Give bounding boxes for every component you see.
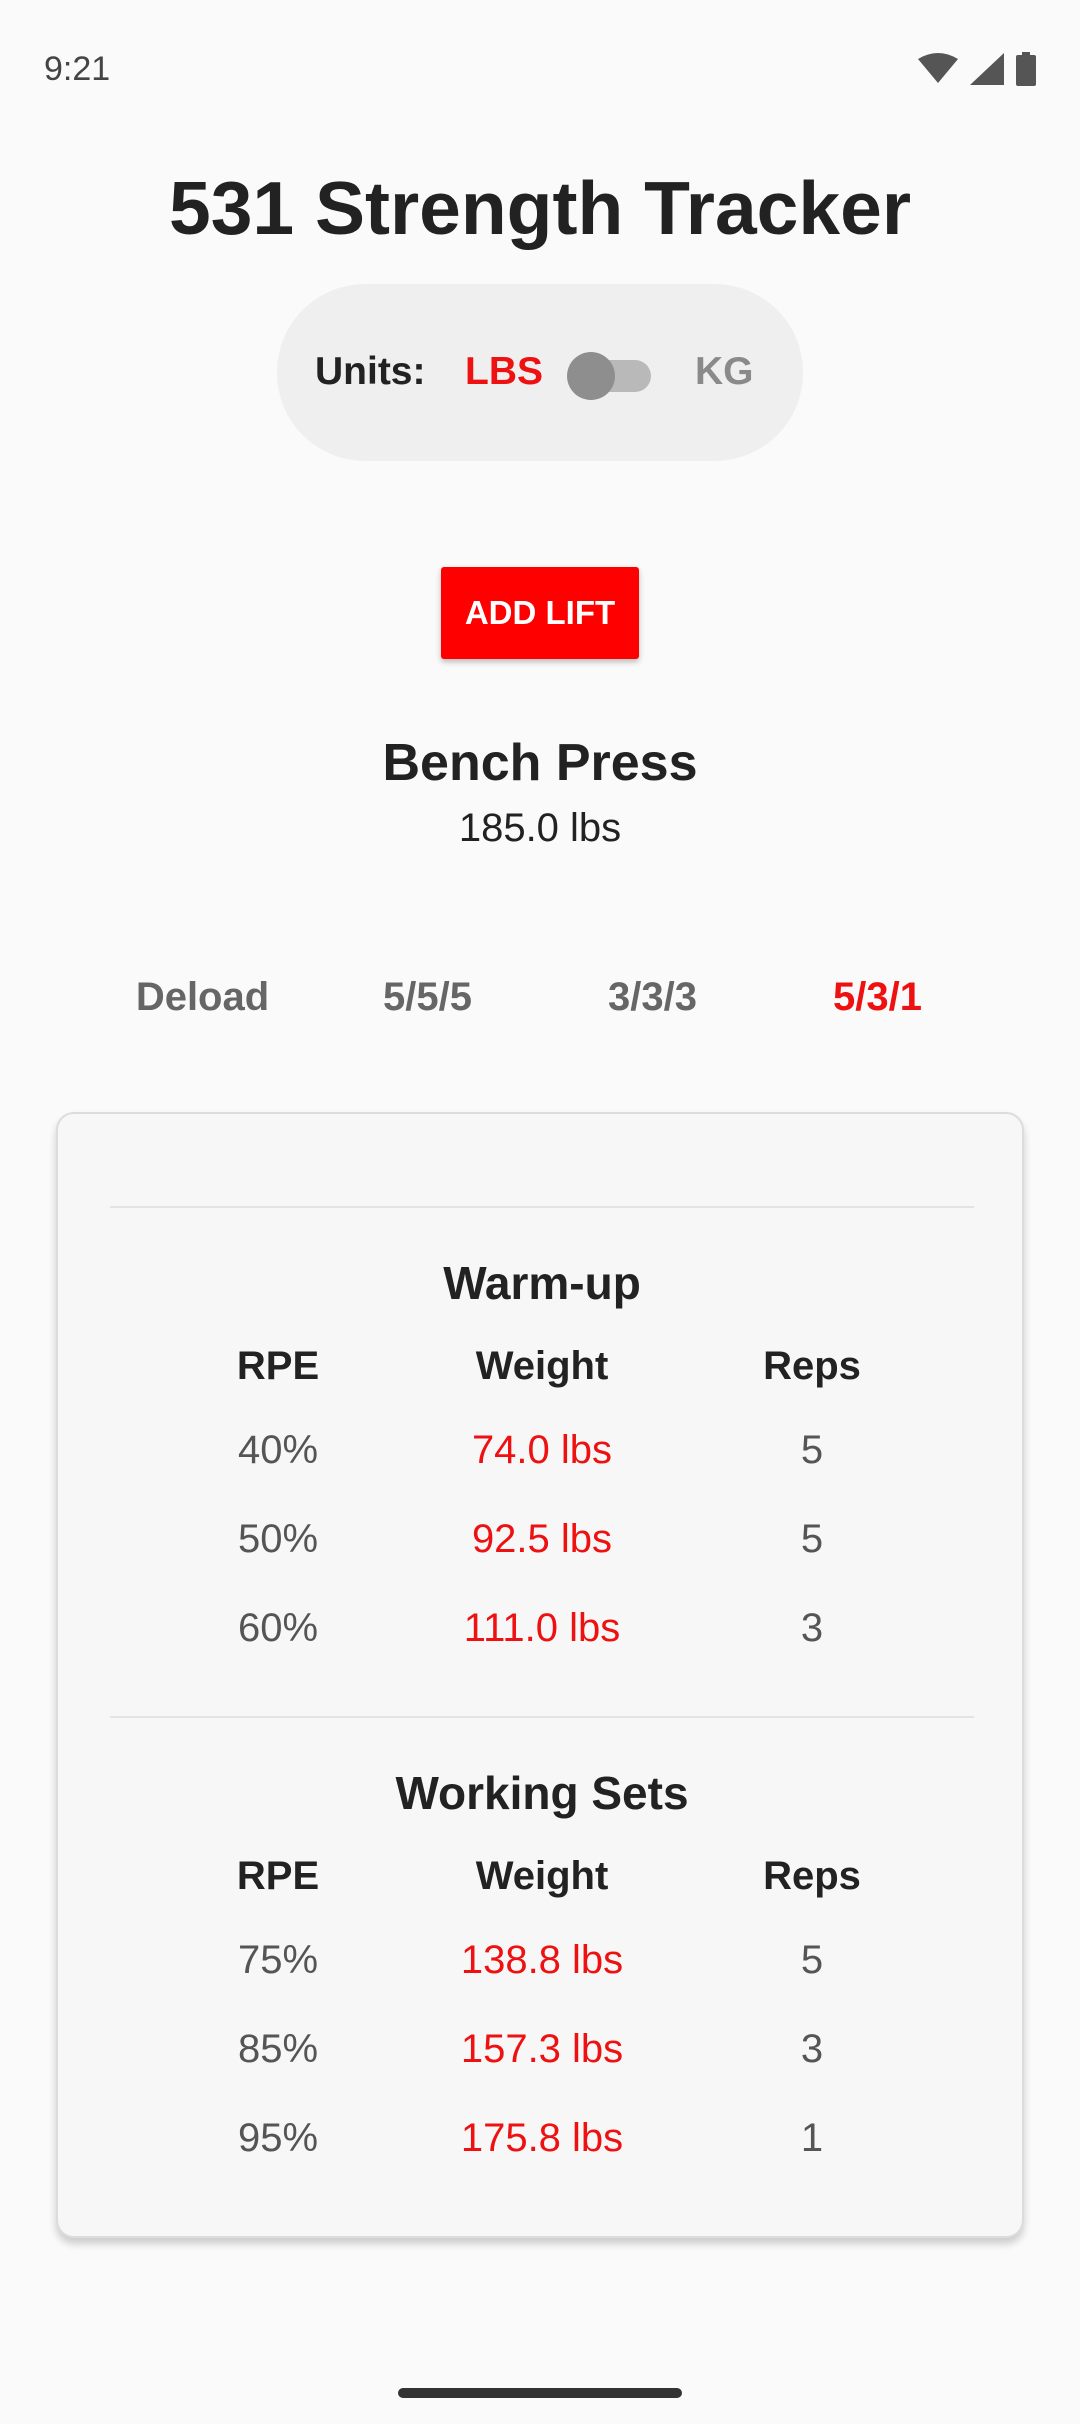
units-option-lbs[interactable]: LBS (465, 350, 543, 393)
warmup-row-rpe: 50% (237, 1517, 319, 1561)
battery-icon (1016, 52, 1036, 91)
weight-header: Weight (475, 1344, 609, 1388)
warmup-row-weight: 74.0 lbs (471, 1428, 613, 1472)
reps-header: Reps (763, 1344, 861, 1388)
status-icons (918, 52, 1036, 91)
working-row-rpe: 95% (237, 2116, 319, 2160)
tab-3-3-3[interactable]: 3/3/3 (608, 975, 697, 1019)
warmup-row-weight: 111.0 lbs (463, 1606, 621, 1650)
working-row-rpe: 75% (237, 1938, 319, 1982)
working-row-weight: 157.3 lbs (460, 2027, 624, 2071)
working-row-rpe: 85% (237, 2027, 319, 2071)
status-time: 9:21 (44, 50, 111, 88)
switch-thumb (567, 352, 615, 400)
working-row-reps: 1 (800, 2116, 824, 2160)
warmup-title: Warm-up (443, 1257, 641, 1309)
lift-name: Bench Press (382, 734, 698, 792)
tab-5-3-1[interactable]: 5/3/1 (833, 975, 922, 1019)
working-row-reps: 3 (800, 2027, 824, 2071)
rpe-header: RPE (236, 1344, 320, 1388)
section-divider (110, 1206, 974, 1208)
wifi-icon (918, 53, 958, 90)
units-label: Units: (315, 350, 426, 393)
warmup-row-rpe: 40% (237, 1428, 319, 1472)
reps-header: Reps (763, 1854, 861, 1898)
status-bar: 9:21 (0, 0, 1080, 140)
signal-icon (970, 53, 1004, 90)
working-row-weight: 175.8 lbs (460, 2116, 624, 2160)
week-tabs: Deload 5/5/5 3/3/3 5/3/1 (90, 975, 990, 1035)
warmup-row-reps: 5 (800, 1517, 824, 1561)
page-title: 531 Strength Tracker (168, 166, 912, 250)
home-gesture-bar[interactable] (398, 2388, 682, 2398)
working-row-reps: 5 (800, 1938, 824, 1982)
sets-card: Warm-up RPE Weight Reps 40% 74.0 lbs 5 5… (56, 1112, 1024, 2238)
units-selector: Units: LBS KG (277, 284, 803, 461)
section-divider (110, 1716, 974, 1718)
add-lift-button[interactable]: ADD LIFT (441, 567, 639, 659)
units-option-kg[interactable]: KG (695, 350, 754, 393)
warmup-row-reps: 3 (800, 1606, 824, 1650)
rpe-header: RPE (236, 1854, 320, 1898)
warmup-row-reps: 5 (800, 1428, 824, 1472)
warmup-row-weight: 92.5 lbs (471, 1517, 613, 1561)
tab-deload[interactable]: Deload (135, 975, 270, 1019)
lift-training-max: 185.0 lbs (458, 806, 622, 850)
tab-5-5-5[interactable]: 5/5/5 (383, 975, 472, 1019)
working-sets-title: Working Sets (395, 1767, 689, 1819)
working-row-weight: 138.8 lbs (460, 1938, 624, 1982)
warmup-row-rpe: 60% (237, 1606, 319, 1650)
units-toggle-switch[interactable] (567, 352, 657, 400)
weight-header: Weight (475, 1854, 609, 1898)
